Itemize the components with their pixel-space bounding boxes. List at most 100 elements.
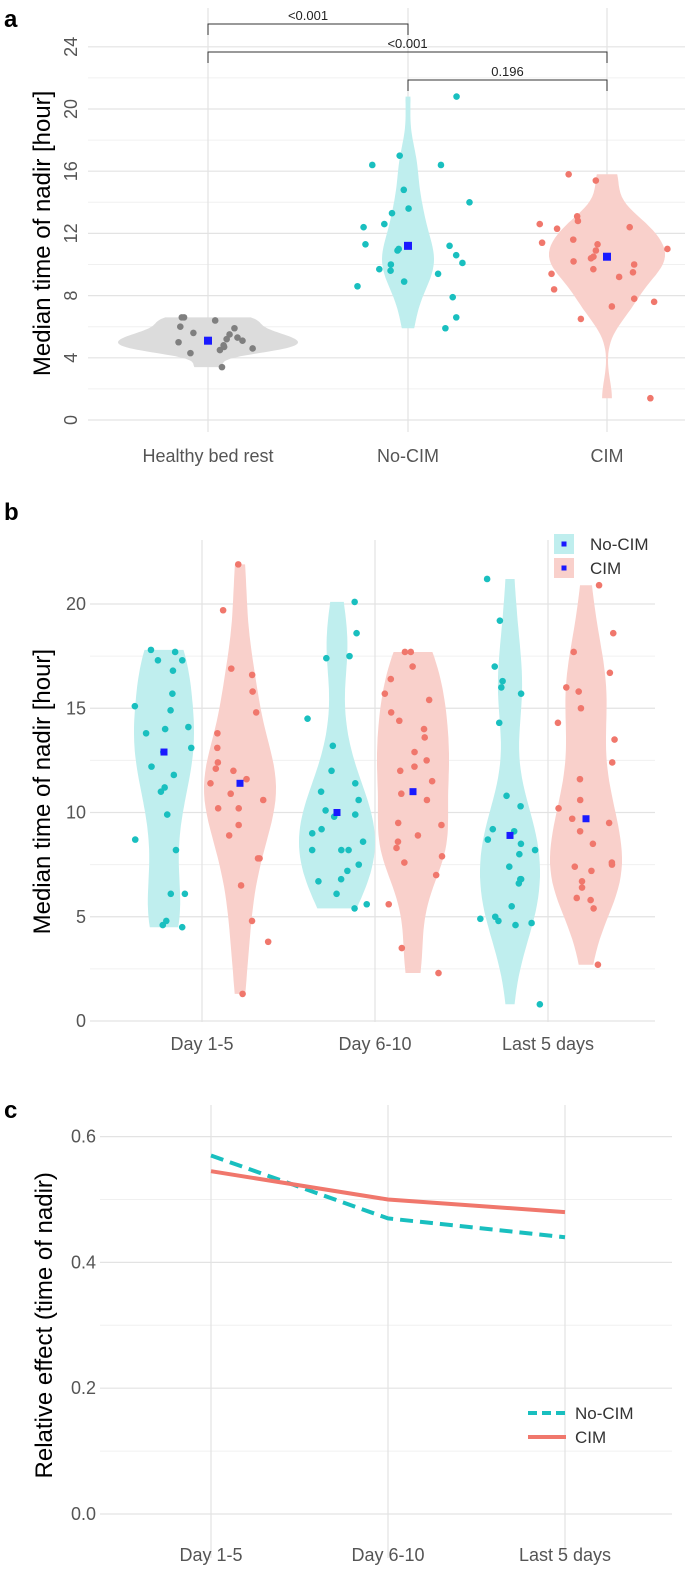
data-point: [354, 282, 361, 290]
data-point: [609, 629, 617, 637]
data-point: [235, 805, 243, 812]
data-point: [452, 314, 460, 321]
significance-bracket: [207, 23, 409, 35]
data-point: [185, 723, 192, 731]
data-point: [388, 209, 396, 217]
data-point: [178, 314, 186, 321]
data-point: [398, 944, 406, 952]
data-point: [477, 915, 484, 923]
data-point: [351, 811, 359, 818]
data-point: [214, 805, 222, 812]
data-point: [396, 717, 403, 725]
violin-2: [549, 174, 665, 399]
data-point: [407, 648, 415, 656]
panel-label-b: b: [4, 499, 19, 526]
data-point: [611, 736, 618, 743]
data-point: [446, 242, 453, 250]
data-point: [401, 648, 409, 656]
data-point: [512, 921, 519, 929]
data-point: [147, 646, 155, 654]
data-point: [187, 744, 195, 752]
data-point: [161, 725, 169, 733]
data-point: [565, 171, 572, 178]
x-tick-label: Day 1-5: [170, 1034, 233, 1054]
data-point: [489, 825, 497, 833]
data-point: [491, 913, 499, 921]
significance-bracket: [407, 79, 608, 91]
y-tick-label: 0.6: [71, 1127, 96, 1147]
data-point: [239, 990, 246, 998]
data-point: [577, 704, 585, 712]
data-point: [211, 317, 219, 324]
data-point: [578, 878, 586, 885]
data-point: [131, 702, 139, 710]
data-point: [595, 581, 603, 589]
data-point: [421, 734, 429, 741]
data-point: [227, 790, 234, 798]
data-point: [420, 725, 428, 733]
series-line-No-CIM: [210, 1153, 566, 1240]
y-tick-label: 5: [76, 907, 86, 927]
x-tick-label: CIM: [591, 446, 624, 466]
data-point: [212, 765, 220, 773]
data-point: [517, 690, 525, 697]
data-point: [608, 759, 616, 766]
mean-marker: [204, 336, 212, 345]
data-point: [555, 805, 562, 812]
data-point: [594, 961, 602, 969]
data-point: [169, 667, 177, 675]
y-tick-label: 24: [61, 37, 81, 57]
data-point: [181, 890, 189, 898]
legend-label: CIM: [575, 1428, 606, 1447]
data-point: [411, 748, 418, 756]
data-point: [411, 763, 418, 770]
data-point: [517, 840, 525, 848]
y-tick-label: 10: [66, 803, 86, 823]
violin-CIM-2: [550, 585, 622, 965]
mean-marker: [506, 831, 514, 839]
data-point: [573, 212, 581, 220]
data-point: [234, 561, 242, 568]
data-point: [355, 796, 362, 804]
data-point: [435, 969, 442, 977]
x-tick-label: Last 5 days: [519, 1545, 611, 1565]
data-point: [187, 349, 194, 357]
y-axis-title: Relative effect (time of nadir): [31, 1172, 58, 1478]
data-point: [491, 663, 499, 670]
data-point: [577, 315, 585, 323]
data-point: [615, 273, 623, 281]
x-tick-label: Day 6-10: [351, 1545, 424, 1565]
data-point: [344, 867, 351, 875]
data-point: [442, 324, 449, 332]
data-point: [214, 759, 222, 766]
data-point: [169, 690, 176, 697]
data-point: [317, 788, 325, 795]
mean-marker: [409, 788, 417, 796]
data-point: [178, 923, 186, 931]
data-point: [385, 900, 393, 908]
data-point: [503, 792, 510, 800]
data-point: [398, 790, 405, 798]
data-point: [252, 709, 260, 716]
data-point: [569, 236, 577, 243]
data-point: [131, 836, 139, 843]
data-point: [554, 719, 562, 727]
data-point: [387, 261, 395, 268]
data-point: [626, 223, 633, 231]
significance-bracket: [207, 51, 608, 63]
panel-b: b 0 5 10 15 20 Median time of nadir [hour] Day …: [4, 499, 655, 1054]
y-tick-label: 0: [76, 1011, 86, 1031]
data-point: [592, 247, 600, 254]
data-point: [425, 696, 433, 704]
data-point: [148, 763, 155, 770]
data-point: [505, 863, 513, 871]
p-value-label: <0.001: [387, 36, 427, 51]
data-point: [528, 919, 535, 927]
data-point: [230, 767, 237, 775]
data-point: [170, 771, 178, 779]
data-point: [428, 777, 436, 785]
data-point: [381, 220, 388, 228]
mean-marker: [333, 809, 341, 816]
data-point: [594, 240, 601, 248]
data-point: [218, 363, 226, 371]
